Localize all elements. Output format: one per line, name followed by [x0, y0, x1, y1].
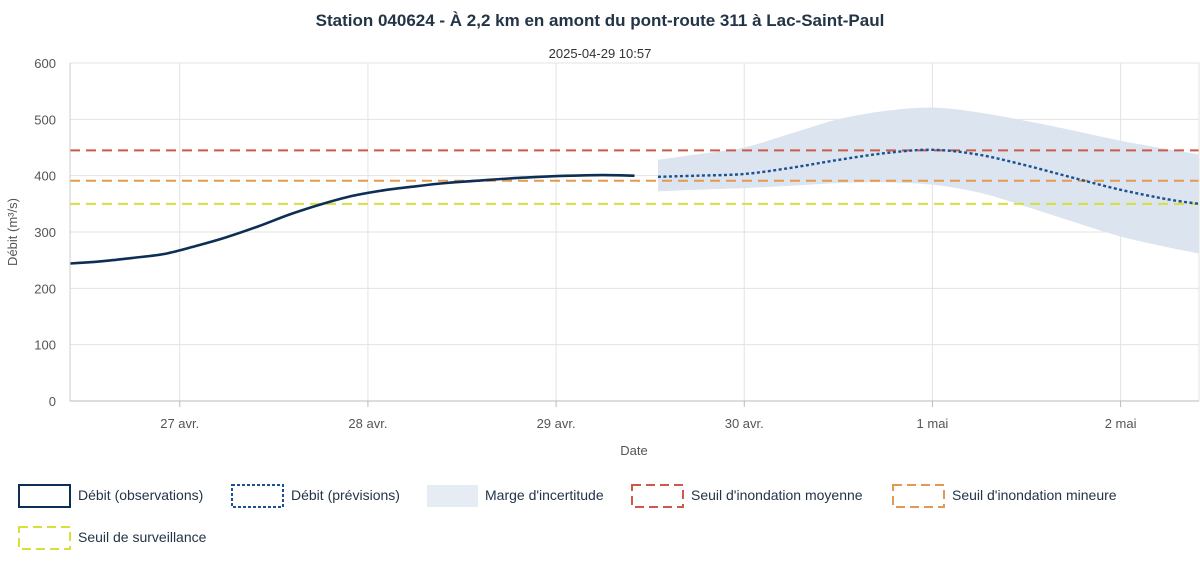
legend-label: Marge d'incertitude [485, 487, 604, 503]
legend-item[interactable]: Débit (prévisions) [231, 484, 400, 508]
y-tick-label: 100 [34, 338, 56, 353]
legend-label: Seuil d'inondation moyenne [691, 487, 863, 503]
uncertainty-band [658, 107, 1199, 254]
legend-label: Seuil de surveillance [78, 529, 207, 545]
x-tick-label: 27 avr. [160, 416, 199, 431]
x-tick-label: 30 avr. [725, 416, 764, 431]
legend-label: Débit (observations) [78, 487, 203, 503]
legend-item[interactable]: Seuil de surveillance [18, 526, 207, 550]
y-tick-label: 0 [49, 394, 56, 409]
x-tick-label: 29 avr. [537, 416, 576, 431]
observed-flow-line [69, 173, 635, 265]
x-axis-label: Date [620, 443, 647, 458]
series-layer [69, 148, 1200, 265]
legend: Débit (observations) Débit (prévisions) Ma… [18, 484, 1117, 550]
y-tick-label: 300 [34, 225, 56, 240]
axes: 0 100 200 300 400 500 600 27 avr. 28 avr. 29 avr.… [34, 56, 1200, 431]
uncertainty-band-layer [658, 107, 1199, 254]
chart-subtitle: 2025-04-29 10:57 [549, 46, 652, 61]
x-tick-label: 1 mai [917, 416, 949, 431]
legend-item[interactable]: Seuil d'inondation mineure [892, 484, 1117, 508]
legend-label: Seuil d'inondation mineure [952, 487, 1117, 503]
y-tick-label: 500 [34, 112, 56, 127]
y-tick-label: 200 [34, 281, 56, 296]
x-tick-label: 2 mai [1105, 416, 1137, 431]
y-tick-label: 400 [34, 169, 56, 184]
legend-label: Débit (prévisions) [291, 487, 400, 503]
chart-title: Station 040624 - À 2,2 km en amont du po… [316, 11, 885, 30]
legend-item[interactable]: Marge d'incertitude [427, 485, 604, 507]
legend-swatch [631, 484, 684, 508]
y-tick-label: 600 [34, 56, 56, 71]
y-axis-label: Débit (m³/s) [5, 198, 20, 266]
threshold-lines-layer [70, 149, 1199, 205]
legend-item[interactable]: Seuil d'inondation moyenne [631, 484, 863, 508]
forecast-flow-line [657, 148, 1200, 205]
legend-swatch [231, 484, 284, 508]
legend-swatch [18, 526, 71, 550]
legend-item[interactable]: Débit (observations) [18, 484, 203, 508]
legend-swatch [427, 485, 478, 507]
legend-swatch [892, 484, 945, 508]
x-tick-label: 28 avr. [348, 416, 387, 431]
legend-swatch [18, 484, 71, 508]
